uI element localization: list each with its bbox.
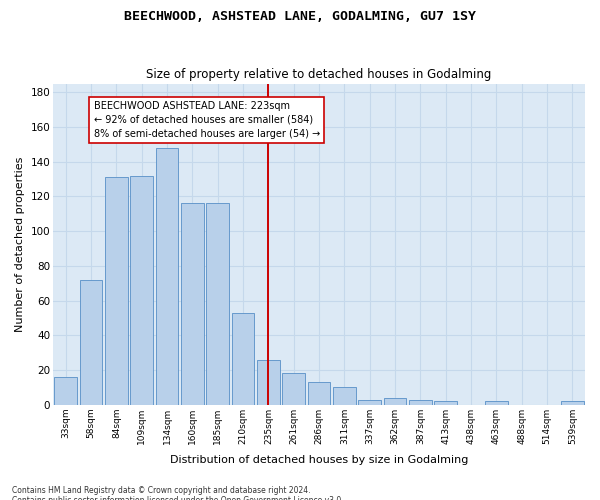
Bar: [181, 204, 204, 404]
Bar: [434, 402, 457, 404]
X-axis label: Distribution of detached houses by size in Godalming: Distribution of detached houses by size …: [170, 455, 468, 465]
Bar: [105, 178, 128, 404]
Bar: [358, 400, 381, 404]
Bar: [206, 204, 229, 404]
Text: Contains HM Land Registry data © Crown copyright and database right 2024.: Contains HM Land Registry data © Crown c…: [12, 486, 311, 495]
Bar: [485, 402, 508, 404]
Text: BEECHWOOD, ASHSTEAD LANE, GODALMING, GU7 1SY: BEECHWOOD, ASHSTEAD LANE, GODALMING, GU7…: [124, 10, 476, 23]
Bar: [283, 374, 305, 404]
Bar: [130, 176, 153, 404]
Text: Contains public sector information licensed under the Open Government Licence v3: Contains public sector information licen…: [12, 496, 344, 500]
Bar: [55, 377, 77, 404]
Bar: [383, 398, 406, 404]
Title: Size of property relative to detached houses in Godalming: Size of property relative to detached ho…: [146, 68, 492, 81]
Bar: [155, 148, 178, 405]
Bar: [409, 400, 432, 404]
Bar: [561, 402, 584, 404]
Bar: [80, 280, 103, 404]
Bar: [333, 388, 356, 404]
Bar: [257, 360, 280, 405]
Bar: [232, 312, 254, 404]
Bar: [308, 382, 331, 404]
Text: BEECHWOOD ASHSTEAD LANE: 223sqm
← 92% of detached houses are smaller (584)
8% of: BEECHWOOD ASHSTEAD LANE: 223sqm ← 92% of…: [94, 101, 320, 139]
Y-axis label: Number of detached properties: Number of detached properties: [15, 156, 25, 332]
